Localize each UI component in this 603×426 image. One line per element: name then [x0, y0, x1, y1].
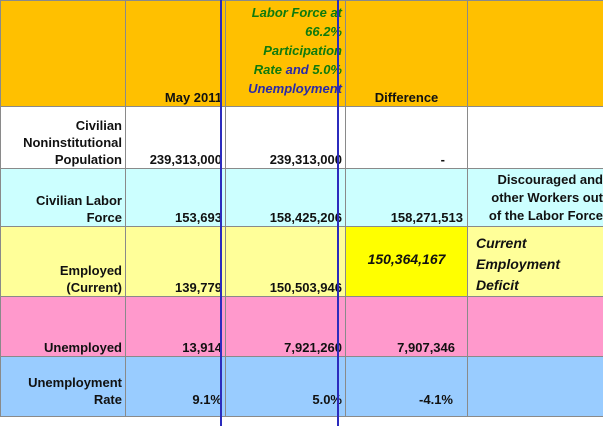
employed-label-line2: (Current) — [66, 280, 122, 295]
row-labor-force: Civilian Labor Force 153,693 158,425,206… — [0, 168, 603, 227]
scenario-header-line4: Rate and 5.0% — [230, 60, 342, 79]
header-cell-difference[interactable]: Difference — [345, 0, 468, 107]
header-cell-note[interactable] — [467, 0, 603, 107]
scenario-header-line5: Unemployment — [248, 81, 342, 96]
rate-scenario-value: 5.0% — [312, 392, 342, 407]
population-may2011-value: 239,313,000 — [149, 152, 222, 167]
employed-difference-value: 150,364,167 — [367, 251, 446, 267]
employed-scenario-cell[interactable]: 150,503,946 — [225, 226, 346, 297]
labor-force-may2011-value: 153,693 — [175, 210, 222, 225]
unemployed-label: Unemployed — [43, 340, 122, 355]
scenario-header-line2: 66.2% — [305, 24, 342, 39]
employment-deficit-line2: Employment — [476, 256, 561, 272]
header-may2011-text: May 2011 — [164, 90, 222, 105]
labor-force-scenario-cell[interactable]: 158,425,206 — [225, 168, 346, 227]
unemployed-scenario-cell[interactable]: 7,921,260 — [225, 296, 346, 357]
scenario-header-and: and — [285, 62, 309, 77]
employed-difference-cell[interactable]: 150,364,167 — [345, 226, 468, 297]
rate-note-cell[interactable] — [467, 356, 603, 417]
unemployed-may2011-cell[interactable]: 13,914 — [125, 296, 226, 357]
rate-label-cell[interactable]: Unemployment Rate — [0, 356, 126, 417]
header-cell-may2011[interactable]: May 2011 — [125, 0, 226, 107]
population-note-cell[interactable] — [467, 106, 603, 169]
labor-force-note-line2: other Workers out — [491, 190, 603, 205]
scenario-header-line3: Participation — [263, 43, 342, 58]
employment-deficit-line1: Current — [476, 235, 527, 251]
scenario-header-rate: Rate — [253, 62, 282, 77]
population-scenario-value: 239,313,000 — [269, 152, 342, 167]
header-difference-text: Difference — [374, 90, 439, 105]
rate-may2011-cell[interactable]: 9.1% — [125, 356, 226, 417]
employed-note-cell[interactable]: Current Employment Deficit — [467, 226, 603, 297]
scenario-header-line1: Labor Force at — [251, 5, 342, 20]
header-cell-label[interactable] — [0, 0, 126, 107]
row-population: Civilian Noninstitutional Population 239… — [0, 106, 603, 169]
population-scenario-cell[interactable]: 239,313,000 — [225, 106, 346, 169]
labor-force-label-line2: Force — [86, 210, 122, 225]
header-cell-scenario[interactable]: Labor Force at 66.2% Participation Rate … — [225, 0, 346, 107]
row-unemployment-rate: Unemployment Rate 9.1% 5.0% -4.1% — [0, 356, 603, 417]
labor-force-label-cell[interactable]: Civilian Labor Force — [0, 168, 126, 227]
employed-scenario-value: 150,503,946 — [269, 280, 342, 295]
rate-difference-value: -4.1% — [419, 392, 453, 407]
scenario-header-pct: 5.0% — [312, 62, 342, 77]
unemployed-difference-cell[interactable]: 7,907,346 — [345, 296, 468, 357]
population-label-line1: Civilian — [75, 118, 122, 133]
population-difference-cell[interactable]: - — [345, 106, 468, 169]
unemployed-may2011-value: 13,914 — [182, 340, 222, 355]
population-label-cell[interactable]: Civilian Noninstitutional Population — [0, 106, 126, 169]
labor-force-label-line1: Civilian Labor — [36, 193, 122, 208]
employed-label-cell[interactable]: Employed (Current) — [0, 226, 126, 297]
population-difference-value: - — [440, 152, 445, 167]
employed-label-line1: Employed — [59, 263, 122, 278]
employed-may2011-value: 139,779 — [175, 280, 222, 295]
row-employed: Employed (Current) 139,779 150,503,946 1… — [0, 226, 603, 297]
header-row: May 2011 Labor Force at 66.2% Participat… — [0, 0, 603, 107]
labor-force-note-line1: Discouraged and — [497, 172, 603, 187]
labor-force-may2011-cell[interactable]: 153,693 — [125, 168, 226, 227]
population-label-line2: Noninstitutional — [23, 135, 122, 150]
labor-force-table: May 2011 Labor Force at 66.2% Participat… — [0, 0, 603, 417]
labor-force-difference-cell[interactable]: 158,271,513 — [345, 168, 468, 227]
unemployed-difference-value: 7,907,346 — [397, 340, 455, 355]
employed-may2011-cell[interactable]: 139,779 — [125, 226, 226, 297]
population-label-line3: Population — [54, 152, 122, 167]
unemployed-scenario-value: 7,921,260 — [284, 340, 342, 355]
labor-force-note-cell[interactable]: Discouraged and other Workers out of the… — [467, 168, 603, 227]
employment-deficit-line3: Deficit — [476, 277, 519, 293]
labor-force-difference-value: 158,271,513 — [390, 210, 463, 225]
population-may2011-cell[interactable]: 239,313,000 — [125, 106, 226, 169]
unemployed-label-cell[interactable]: Unemployed — [0, 296, 126, 357]
labor-force-scenario-value: 158,425,206 — [269, 210, 342, 225]
labor-force-note-line3: of the Labor Force — [488, 208, 603, 223]
rate-may2011-value: 9.1% — [192, 392, 222, 407]
rate-label-line1: Unemployment — [28, 375, 122, 390]
rate-label-line2: Rate — [93, 392, 122, 407]
row-unemployed: Unemployed 13,914 7,921,260 7,907,346 — [0, 296, 603, 357]
rate-scenario-cell[interactable]: 5.0% — [225, 356, 346, 417]
unemployed-note-cell[interactable] — [467, 296, 603, 357]
rate-difference-cell[interactable]: -4.1% — [345, 356, 468, 417]
